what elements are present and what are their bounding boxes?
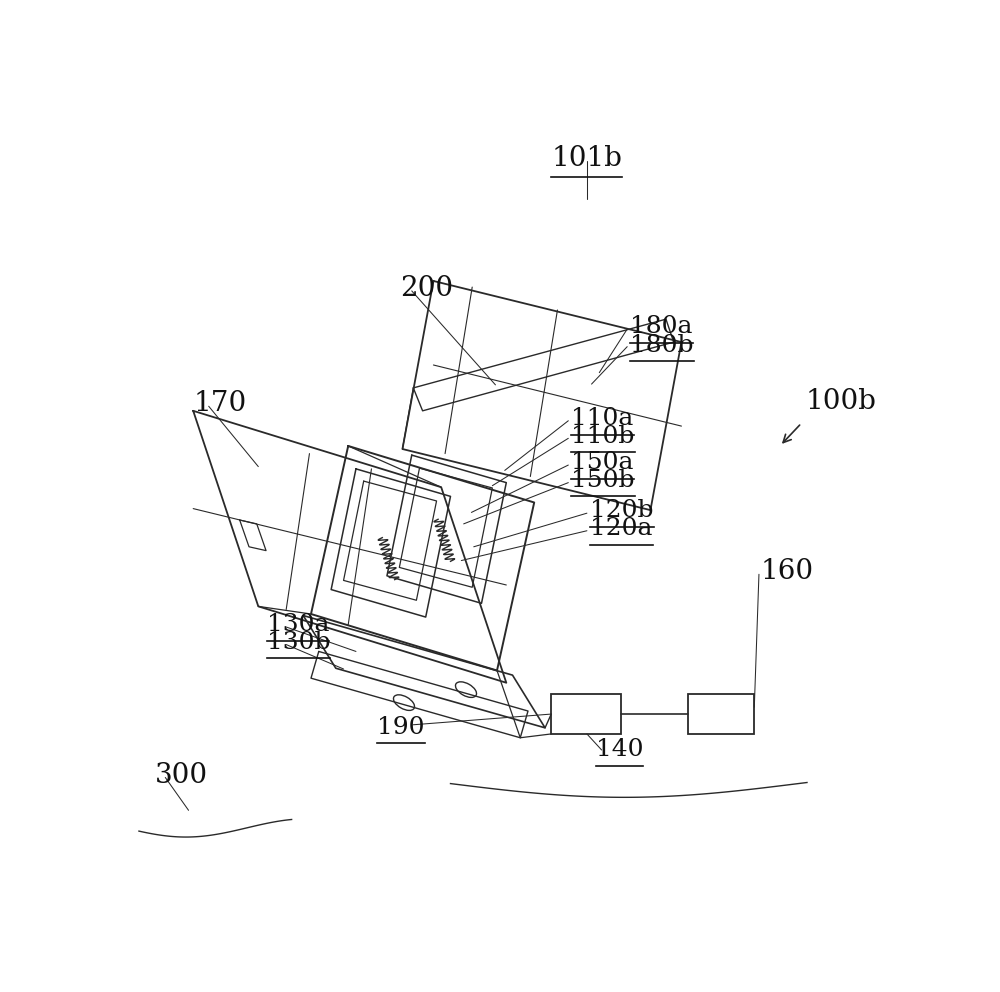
- Text: 180b: 180b: [630, 333, 694, 357]
- Text: 101b: 101b: [551, 145, 622, 173]
- Text: 130a: 130a: [267, 613, 329, 636]
- Text: 150a: 150a: [571, 451, 634, 474]
- Text: 110b: 110b: [571, 425, 635, 447]
- Bar: [551, 694, 621, 734]
- Text: 190: 190: [377, 715, 425, 739]
- Text: 120b: 120b: [590, 499, 654, 523]
- Text: 180a: 180a: [630, 315, 693, 338]
- Text: 100b: 100b: [805, 388, 876, 416]
- Text: 130b: 130b: [267, 631, 330, 654]
- Text: 300: 300: [154, 763, 208, 790]
- Text: 160: 160: [761, 558, 814, 585]
- Text: 170: 170: [193, 391, 246, 418]
- Text: 200: 200: [400, 275, 453, 303]
- Text: 120a: 120a: [590, 517, 652, 540]
- Bar: [688, 694, 754, 734]
- Text: 150b: 150b: [571, 469, 635, 492]
- Text: 140: 140: [596, 738, 643, 762]
- Text: 110a: 110a: [571, 407, 634, 430]
